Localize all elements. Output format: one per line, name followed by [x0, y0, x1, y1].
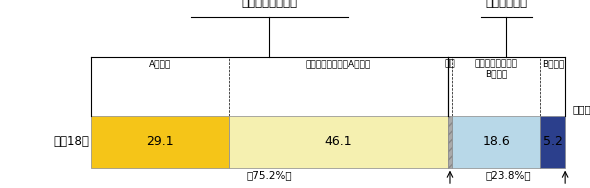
Text: 46.1: 46.1 — [324, 135, 352, 148]
Text: （75.2%）: （75.2%） — [247, 171, 292, 180]
Bar — [229, 116, 448, 168]
Text: 不明: 不明 — [445, 59, 455, 68]
Bar — [540, 116, 565, 168]
Text: 公的保障充実: 公的保障充実 — [486, 0, 527, 9]
Text: どちらかといえば
Bに近い: どちらかといえば Bに近い — [475, 59, 518, 78]
Text: （％）: （％） — [572, 104, 590, 114]
Text: 29.1: 29.1 — [146, 135, 174, 148]
Text: （23.8%）: （23.8%） — [486, 171, 532, 180]
Bar — [91, 116, 229, 168]
Text: 18.6: 18.6 — [483, 135, 510, 148]
Text: 5.2: 5.2 — [543, 135, 563, 148]
Text: Bに近い: Bに近い — [542, 59, 564, 68]
Text: Aに近い: Aに近い — [149, 59, 171, 68]
Text: 平成18年: 平成18年 — [53, 135, 89, 148]
Bar — [453, 116, 540, 168]
Bar — [448, 116, 453, 168]
Text: 自助努力支援充実: 自助努力支援充実 — [241, 0, 297, 9]
Text: どちらかといえばAに近い: どちらかといえばAに近い — [306, 59, 371, 68]
